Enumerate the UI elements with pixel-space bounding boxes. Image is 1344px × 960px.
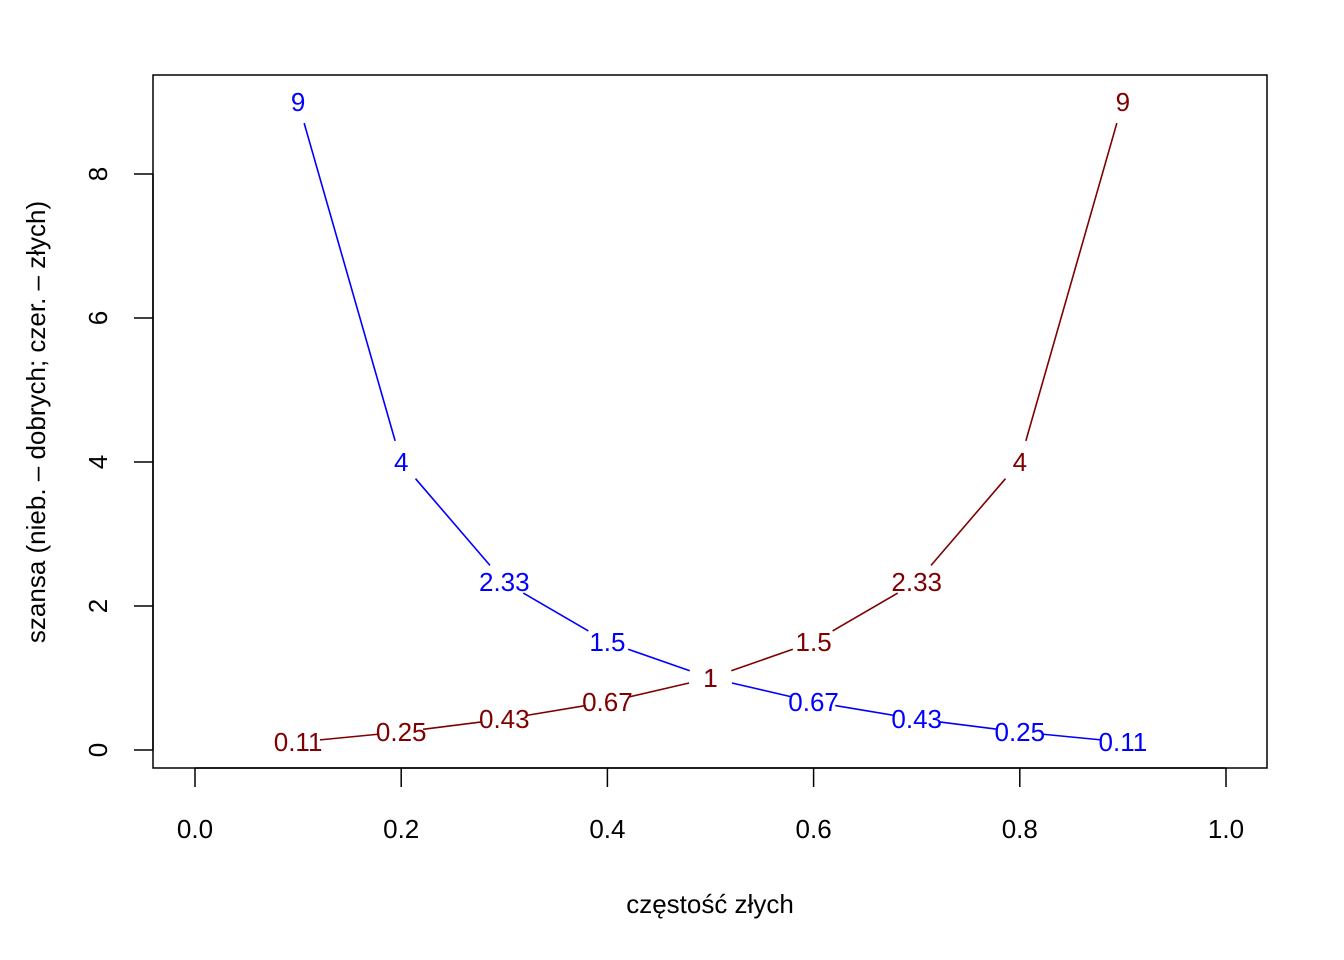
series-segment — [627, 648, 690, 672]
x-tick-label: 0.0 — [177, 814, 213, 844]
series-segment — [422, 721, 483, 731]
series-segment — [731, 682, 793, 698]
y-tick-label: 8 — [83, 167, 113, 181]
series-segment — [303, 122, 396, 442]
data-point-label: 1.5 — [589, 627, 625, 657]
data-point-label: 1 — [703, 663, 717, 693]
series-segment — [1025, 122, 1118, 442]
series-segment — [930, 478, 1007, 566]
data-point-label: 0.11 — [274, 727, 323, 757]
y-tick-label: 2 — [83, 599, 113, 613]
series-złych: 0.11 0.25 0.43 0.67 1 1.5 2.33 4 9 — [274, 87, 1130, 757]
series-layer: 942.331.510.670.43 0.25 0.110.11 0.25 0.430.… — [274, 87, 1147, 757]
series-segment — [414, 478, 491, 566]
data-point-label: 4 — [1013, 447, 1027, 477]
series-segment — [835, 704, 896, 717]
data-point-label: 0.25 — [376, 717, 427, 747]
series-segment — [832, 592, 899, 632]
data-point-label: 2.33 — [479, 567, 530, 597]
series-segment — [522, 592, 589, 632]
data-point-label: 9 — [291, 87, 305, 117]
data-point-label: 1 — [703, 663, 717, 693]
y-axis: 0 2 4 6 8 — [83, 167, 154, 757]
x-tick-label: 0.8 — [1002, 814, 1038, 844]
data-point-label: 1.5 — [796, 627, 832, 657]
y-axis-title: szansa (nieb. – dobrych; czer. – złych) — [21, 201, 51, 643]
series-segment — [628, 682, 690, 698]
series-dobrych: 9 4 2.33 1.5 1 0.67 0.43 0.25 0.11 — [291, 87, 1147, 757]
x-tick-label: 0.6 — [796, 814, 832, 844]
x-tick-label: 1.0 — [1208, 814, 1244, 844]
data-point-label: 0.43 — [479, 704, 530, 734]
data-point-label: 0.25 — [994, 717, 1045, 747]
series-segment — [319, 733, 380, 741]
x-axis: 0.0 0.2 0.4 0.6 0.8 1.0 — [177, 767, 1244, 844]
data-point-label: 2.33 — [891, 567, 942, 597]
data-point-label: 9 — [1116, 87, 1130, 117]
series-segment — [938, 721, 999, 731]
data-point-label: 0.11 — [1099, 727, 1148, 757]
x-tick-label: 0.2 — [383, 814, 419, 844]
x-axis-title: częstość złych — [626, 889, 794, 919]
y-tick-label: 0 — [83, 743, 113, 757]
data-point-label: 4 — [394, 447, 408, 477]
data-point-label: 0.67 — [582, 687, 633, 717]
x-tick-label: 0.4 — [589, 814, 625, 844]
y-tick-label: 6 — [83, 311, 113, 325]
series-segment — [1041, 733, 1102, 741]
data-point-label: 0.43 — [891, 704, 942, 734]
data-point-label: 0.67 — [788, 687, 839, 717]
y-tick-label: 4 — [83, 455, 113, 469]
series-segment — [525, 704, 586, 717]
series-segment — [731, 648, 794, 672]
